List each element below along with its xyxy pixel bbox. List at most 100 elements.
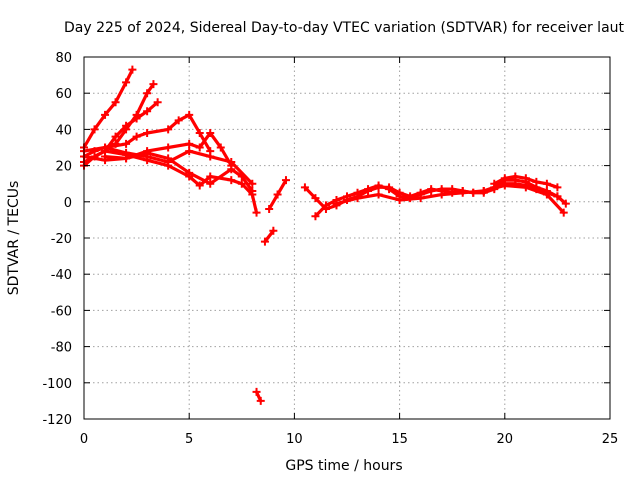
- y-tick-label: 80: [55, 51, 72, 66]
- data-point: [265, 205, 274, 214]
- data-point: [521, 183, 530, 192]
- data-point: [143, 152, 152, 161]
- chart-title: Day 225 of 2024, Sidereal Day-to-day VTE…: [64, 20, 625, 36]
- data-point: [269, 226, 278, 235]
- series-11: [265, 176, 290, 214]
- series-9: [260, 226, 278, 246]
- data-point: [511, 172, 520, 181]
- data-point: [542, 179, 551, 188]
- series-14: [332, 181, 568, 217]
- y-tick-label: -80: [51, 341, 72, 356]
- data-point: [256, 396, 265, 405]
- data-point: [542, 190, 551, 199]
- data-point: [260, 237, 269, 246]
- data-point: [185, 172, 194, 181]
- data-point: [122, 148, 131, 157]
- y-tick-label: -100: [42, 377, 72, 392]
- data-point: [122, 121, 131, 130]
- data-point: [143, 107, 152, 116]
- data-point: [206, 179, 215, 188]
- y-tick-label: -60: [51, 304, 72, 319]
- series-1: [80, 65, 137, 152]
- data-point: [353, 194, 362, 203]
- data-point: [227, 165, 236, 174]
- plot-frame: [83, 56, 611, 420]
- data-point: [374, 181, 383, 190]
- y-tick-label: 0: [64, 196, 72, 211]
- data-point: [164, 157, 173, 166]
- x-axis-label: GPS time / hours: [285, 458, 402, 474]
- series-track: [82, 68, 134, 150]
- data-point: [311, 194, 320, 203]
- data-point: [185, 147, 194, 156]
- data-point: [206, 152, 215, 161]
- data-point: [143, 129, 152, 138]
- data-point: [479, 186, 488, 195]
- data-point: [164, 125, 173, 134]
- x-tick-label: 10: [286, 432, 303, 447]
- data-point: [561, 199, 570, 208]
- series-track: [263, 229, 275, 244]
- data-point: [553, 183, 562, 192]
- data-point: [216, 143, 225, 152]
- data-point: [174, 116, 183, 125]
- x-tick-label: 5: [185, 432, 193, 447]
- data-point: [427, 186, 436, 195]
- data-point: [416, 194, 425, 203]
- data-point: [559, 208, 568, 217]
- data-point: [437, 190, 446, 199]
- data-point: [122, 78, 131, 87]
- data-point: [195, 181, 204, 190]
- data-point: [153, 98, 162, 107]
- data-point: [122, 139, 131, 148]
- y-tick-label: -20: [51, 232, 72, 247]
- data-point: [248, 190, 257, 199]
- data-point: [553, 192, 562, 201]
- series-8: [80, 143, 257, 188]
- data-point: [458, 188, 467, 197]
- data-point: [332, 199, 341, 208]
- series-track: [82, 151, 254, 193]
- series-10: [252, 387, 265, 405]
- series-15: [490, 172, 562, 192]
- data-point: [227, 176, 236, 185]
- y-tick-label: 20: [55, 160, 72, 175]
- y-tick-label: -40: [51, 268, 72, 283]
- axis-ticks: 0 5 10 15 20 25 -120 -100 -80 -60 -40 -20 0 20 40 60 80: [42, 51, 618, 447]
- data-point: [143, 89, 152, 98]
- data-point: [195, 143, 204, 152]
- data-point: [132, 132, 141, 141]
- data-point: [195, 129, 204, 138]
- y-axis-label: SDTVAR / TECUs: [6, 181, 22, 296]
- data-point: [185, 139, 194, 148]
- data-point: [532, 177, 541, 186]
- data-point: [311, 212, 320, 221]
- data-point: [448, 185, 457, 194]
- data-point: [321, 201, 330, 210]
- data-point: [273, 190, 282, 199]
- data-point: [132, 114, 141, 123]
- data-point: [101, 110, 110, 119]
- x-tick-label: 0: [80, 432, 88, 447]
- data-point: [90, 125, 99, 134]
- data-point: [248, 179, 257, 188]
- y-tick-label: 60: [55, 87, 72, 102]
- data-point: [185, 110, 194, 119]
- data-point: [521, 174, 530, 183]
- data-point: [252, 208, 261, 217]
- x-tick-label: 25: [602, 432, 619, 447]
- data-point: [111, 98, 120, 107]
- data-point: [300, 183, 309, 192]
- series-4: [101, 110, 215, 156]
- data-point: [101, 143, 110, 152]
- grid-lines: [84, 57, 610, 419]
- data-point: [395, 195, 404, 204]
- data-point: [111, 132, 120, 141]
- data-point: [500, 174, 509, 183]
- data-point: [490, 179, 499, 188]
- data-point: [227, 157, 236, 166]
- data-point: [206, 172, 215, 181]
- data-point: [237, 179, 246, 188]
- data-point: [385, 185, 394, 194]
